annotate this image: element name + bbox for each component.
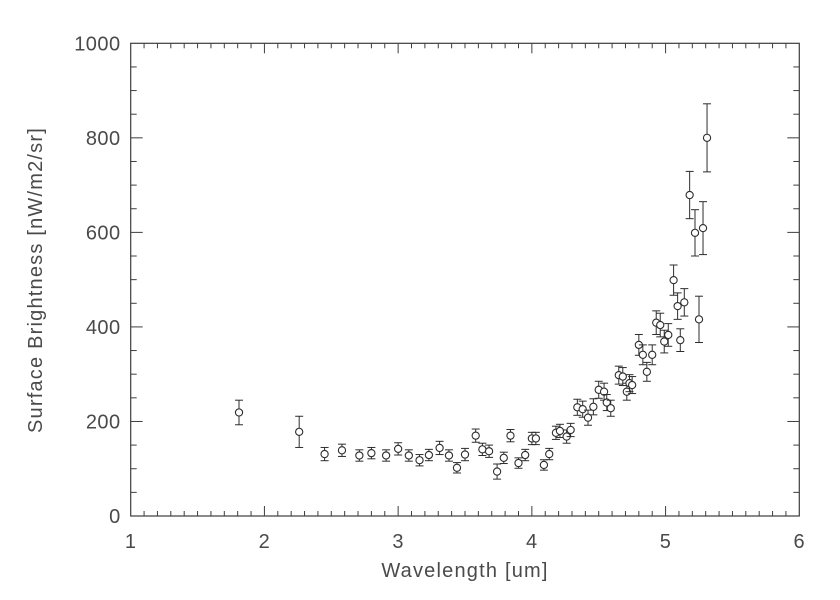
y-tick-label: 200	[86, 411, 121, 433]
data-point	[492, 467, 502, 476]
data-point	[656, 320, 665, 330]
data-point	[444, 451, 454, 460]
data-point	[471, 431, 480, 440]
data-point	[694, 315, 704, 324]
data-point	[555, 426, 565, 436]
x-tick-label: 4	[526, 531, 538, 553]
data-point	[355, 451, 364, 460]
data-point	[381, 451, 391, 460]
data-point	[642, 367, 652, 376]
data-point	[478, 445, 487, 454]
x-tick-label: 6	[793, 531, 805, 553]
data-point	[545, 449, 554, 459]
data-point	[404, 451, 413, 460]
data-point	[676, 336, 685, 345]
data-point	[680, 298, 689, 307]
y-tick-label: 0	[109, 506, 121, 528]
data-point	[618, 372, 627, 381]
data-point	[484, 447, 494, 456]
data-point	[460, 450, 470, 459]
y-tick-label: 800	[86, 128, 121, 150]
data-point	[606, 404, 615, 413]
data-point	[589, 402, 598, 411]
y-axis-title: Surface Brightness [nW/m2/sr]	[25, 127, 47, 433]
data-point	[599, 387, 609, 396]
data-point	[393, 444, 403, 454]
data-point	[685, 190, 694, 200]
data-point	[337, 446, 347, 455]
data-point	[367, 448, 376, 458]
y-tick-label: 400	[86, 317, 121, 339]
x-axis-title: Wavelength [um]	[381, 560, 548, 582]
data-point	[698, 223, 708, 233]
x-tick-label: 3	[392, 531, 404, 553]
data-point	[499, 453, 508, 463]
x-tick-label: 5	[660, 531, 672, 553]
data-point	[578, 405, 587, 414]
data-point	[664, 330, 673, 340]
data-point	[531, 434, 541, 443]
data-point	[514, 458, 523, 468]
data-point	[320, 449, 329, 459]
data-point	[415, 456, 424, 465]
data-point	[690, 228, 700, 238]
x-tick-label: 1	[125, 531, 137, 553]
data-point	[660, 337, 669, 346]
y-tick-label: 1000	[74, 33, 121, 55]
data-point	[452, 463, 462, 472]
data-point	[506, 431, 515, 440]
data-point	[669, 275, 678, 285]
data-point	[648, 350, 657, 359]
x-tick-label: 2	[259, 531, 271, 553]
data-point	[234, 408, 244, 417]
data-point	[539, 460, 549, 470]
data-point	[638, 350, 647, 359]
data-point	[566, 425, 575, 435]
y-tick-label: 600	[86, 222, 121, 244]
data-point	[424, 450, 434, 460]
data-point	[673, 301, 682, 311]
data-point	[435, 443, 444, 453]
data-point	[295, 427, 304, 437]
data-point	[628, 380, 637, 390]
data-point	[521, 450, 530, 460]
plot-frame	[130, 42, 800, 517]
data-point	[702, 133, 712, 142]
data-point	[583, 413, 593, 422]
plot-layer: 1 2 3 4 5 6 0 200 400 600 800 1000	[74, 33, 805, 553]
